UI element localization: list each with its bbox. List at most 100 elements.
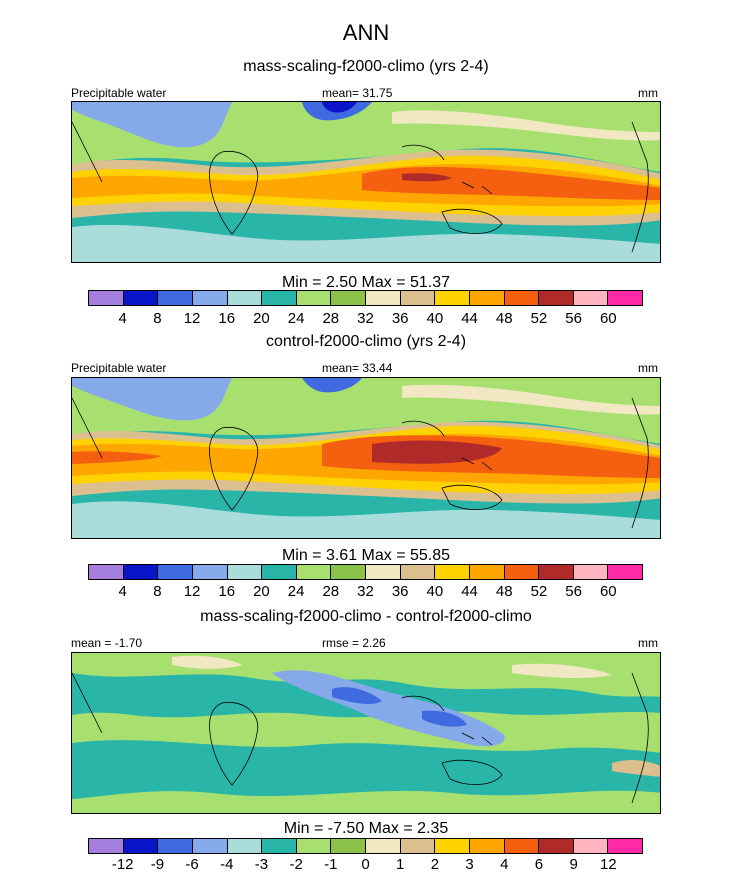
colorbar-swatch [158, 291, 193, 305]
panel-2-colorbar-ticks: 4 8 12 16 20 24 28 32 36 40 44 48 52 56 60 [88, 583, 643, 603]
colorbar-tick-label: 9 [569, 856, 578, 873]
colorbar-tick-label: 6 [534, 856, 544, 873]
colorbar-swatch [89, 291, 124, 305]
panel-1-variable-label: Precipitable water [71, 86, 167, 100]
colorbar-swatch [296, 565, 332, 579]
colorbar-tick-label: 44 [461, 310, 478, 327]
panel-3-title: mass-scaling-f2000-climo - control-f2000… [200, 608, 532, 625]
colorbar-swatch [123, 291, 159, 305]
colorbar-tick-label: -1 [324, 856, 338, 873]
colorbar-swatch [296, 839, 332, 853]
colorbar-swatch [435, 839, 470, 853]
panel-1-minmax: Min = 2.50 Max = 51.37 [281, 274, 451, 291]
panel-1-units-label: mm [638, 86, 658, 100]
colorbar-swatch [366, 839, 401, 853]
colorbar-swatch [331, 839, 366, 853]
colorbar-tick-label: 12 [599, 856, 617, 873]
colorbar-tick-label: 60 [599, 310, 617, 327]
colorbar-swatch [331, 291, 366, 305]
colorbar-swatch [573, 839, 609, 853]
colorbar-tick-label: 48 [495, 310, 513, 327]
colorbar-tick-label: 8 [153, 310, 162, 327]
panel-3-rmse-label: rmse = 2.26 [322, 636, 386, 650]
colorbar-tick-label: 60 [599, 583, 617, 600]
colorbar-tick-label: 20 [253, 310, 270, 327]
panel-2-map [71, 377, 661, 539]
colorbar-swatch [539, 565, 574, 579]
colorbar-tick-label: 12 [183, 310, 201, 327]
colorbar-swatch [366, 291, 401, 305]
colorbar-tick-label: 32 [357, 310, 374, 327]
colorbar-swatch [504, 291, 540, 305]
panel-2-colorbar [88, 564, 643, 580]
colorbar-swatch [366, 565, 401, 579]
colorbar-tick-label: 20 [253, 583, 270, 600]
colorbar-tick-label: 32 [357, 583, 374, 600]
colorbar-swatch [504, 565, 540, 579]
panel-1-map [71, 101, 661, 263]
colorbar-tick-label: 28 [322, 310, 340, 327]
colorbar-swatch [192, 565, 228, 579]
colorbar-swatch [227, 565, 263, 579]
colorbar-tick-label: 1 [396, 856, 405, 873]
colorbar-swatch [123, 839, 159, 853]
figure-title: ANN [342, 20, 390, 45]
colorbar-swatch [608, 839, 642, 853]
colorbar-tick-label: 36 [391, 583, 409, 600]
colorbar-tick-label: -6 [185, 856, 199, 873]
panel-2-minmax: Min = 3.61 Max = 55.85 [281, 547, 451, 564]
colorbar-tick-label: 4 [118, 310, 127, 327]
colorbar-swatch [262, 291, 297, 305]
colorbar-tick-label: 36 [391, 310, 409, 327]
panel-3-colorbar-ticks: -12 -9 -6 -4 -3 -2 -1 0 1 2 3 4 6 9 12 [88, 856, 643, 876]
colorbar-swatch [89, 839, 124, 853]
colorbar-tick-label: 0 [361, 856, 370, 873]
colorbar-swatch [400, 291, 436, 305]
panel-2-mean-label: mean= 33.44 [322, 361, 393, 375]
colorbar-tick-label: -9 [150, 856, 165, 873]
colorbar-swatch [262, 839, 297, 853]
colorbar-tick-label: 48 [495, 583, 513, 600]
colorbar-tick-label: 40 [426, 583, 444, 600]
panel-2-title: control-f2000-climo (yrs 2-4) [265, 333, 467, 350]
colorbar-tick-label: 2 [430, 856, 440, 873]
colorbar-swatch [123, 565, 159, 579]
colorbar-swatch [400, 839, 436, 853]
colorbar-tick-label: 52 [530, 310, 548, 327]
colorbar-swatch [262, 565, 297, 579]
panel-1-title: mass-scaling-f2000-climo (yrs 2-4) [243, 58, 489, 75]
colorbar-swatch [192, 839, 228, 853]
colorbar-swatch [539, 839, 574, 853]
panel-2-units-label: mm [638, 361, 658, 375]
panel-3-mean-label: mean = -1.70 [71, 636, 143, 650]
colorbar-swatch [469, 839, 505, 853]
colorbar-swatch [158, 839, 193, 853]
colorbar-swatch [89, 565, 124, 579]
colorbar-swatch [435, 565, 470, 579]
colorbar-tick-label: -3 [254, 856, 269, 873]
colorbar-swatch [227, 291, 263, 305]
colorbar-swatch [504, 839, 540, 853]
colorbar-swatch [608, 291, 642, 305]
panel-3-map [71, 652, 661, 814]
colorbar-tick-label: 44 [461, 583, 478, 600]
colorbar-swatch [227, 839, 263, 853]
panel-3-minmax: Min = -7.50 Max = 2.35 [283, 820, 449, 837]
panel-1-colorbar [88, 290, 643, 306]
colorbar-swatch [296, 291, 332, 305]
panel-1-mean-label: mean= 31.75 [322, 86, 393, 100]
colorbar-tick-label: 52 [530, 583, 548, 600]
panel-1-colorbar-ticks: 4 8 12 16 20 24 28 32 36 40 44 48 52 56 60 [88, 310, 643, 330]
colorbar-tick-label: 56 [565, 583, 582, 600]
panel-3-colorbar [88, 838, 643, 854]
colorbar-tick-label: 8 [153, 583, 162, 600]
colorbar-swatch [469, 291, 505, 305]
colorbar-swatch [435, 291, 470, 305]
colorbar-swatch [331, 565, 366, 579]
colorbar-swatch [573, 565, 609, 579]
colorbar-tick-label: 4 [500, 856, 509, 873]
colorbar-swatch [608, 565, 642, 579]
colorbar-swatch [573, 291, 609, 305]
colorbar-swatch [192, 291, 228, 305]
colorbar-tick-label: 16 [218, 310, 236, 327]
